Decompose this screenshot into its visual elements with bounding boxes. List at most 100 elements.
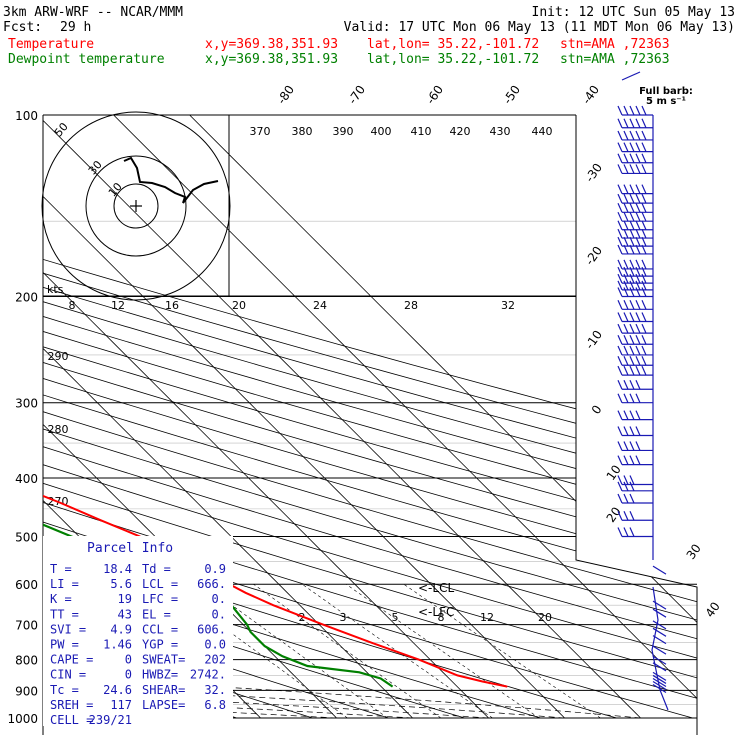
station-temp: stn=AMA ,72363 [560, 37, 670, 52]
parcel-info-rows: T = 18.4 Td = 0.9 LI = 5.6 LCL = 666. K = 19 LFC =… [50, 562, 226, 727]
wind-barb [617, 203, 653, 213]
latlon-temp: lat,lon= 35.22,-101.72 [367, 37, 539, 52]
valid-time: Valid: 17 UTC Mon 06 May 13 (11 MDT Mon … [344, 20, 735, 35]
lcl-marker: <-LCL [418, 581, 454, 595]
parcel-info-panel [43, 536, 233, 726]
wind-barb [652, 565, 667, 575]
svg-text:32.: 32. [204, 683, 226, 697]
low-level-barb-stem [651, 586, 669, 711]
wind-barb [617, 365, 653, 376]
xy-coords-dew: x,y=369.38,351.93 [205, 52, 338, 67]
wind-barb [652, 645, 667, 655]
wind-barb [617, 345, 653, 356]
mixing-ratio-label: 12 [480, 611, 494, 624]
wind-barb [617, 493, 653, 504]
temperature-profile [43, 115, 508, 688]
wind-barb [652, 627, 667, 637]
wind-barb [617, 475, 653, 486]
svg-text:SWEAT=: SWEAT= [142, 653, 185, 667]
wind-barb [617, 410, 653, 421]
dry-adiabat [43, 115, 697, 719]
svg-text:YGP =: YGP = [142, 638, 178, 652]
svg-text:Tc =: Tc = [50, 683, 79, 697]
wind-barb [617, 244, 653, 255]
hodo-speed-label: 24 [313, 299, 327, 312]
svg-text:CCL =: CCL = [142, 622, 178, 636]
mixing-ratio-label: 8 [438, 611, 445, 624]
svg-text:TT =: TT = [50, 607, 79, 621]
upper-isotherm-label: -70 [345, 83, 368, 107]
parcel-info-title: Parcel Info [87, 541, 173, 556]
wind-barb [617, 511, 653, 521]
theta-e-label: 390 [333, 125, 354, 138]
temperature-legend: Temperature [8, 37, 94, 52]
pressure-tick-label: 700 [15, 619, 38, 633]
isotherm [43, 115, 489, 719]
wind-barb [652, 671, 667, 681]
pressure-tick-label: 400 [15, 472, 38, 486]
svg-text:LI =: LI = [50, 577, 79, 591]
wind-barb [617, 455, 653, 466]
pressure-tick-label: 600 [15, 578, 38, 592]
hodo-speed-label: 28 [404, 299, 418, 312]
wind-barb [617, 164, 653, 175]
dry-adiabat [43, 115, 697, 719]
dewpoint-legend: Dewpoint temperature [8, 52, 165, 67]
pressure-tick-label: 300 [15, 397, 38, 411]
hodo-speed-label: 16 [165, 299, 179, 312]
dry-adiabat [43, 115, 697, 719]
hodograph-ring-label: 10 [106, 180, 125, 199]
isotherm [43, 115, 565, 719]
theta-e-label: 400 [371, 125, 392, 138]
wind-barb [652, 620, 667, 630]
svg-text:LCL =: LCL = [142, 577, 178, 591]
svg-text:6.8: 6.8 [204, 698, 226, 712]
svg-text:K =: K = [50, 592, 72, 606]
dry-adiabat [43, 115, 697, 719]
svg-text:PW =: PW = [50, 638, 79, 652]
svg-text:LAPSE=: LAPSE= [142, 698, 185, 712]
svg-text:0.9: 0.9 [204, 562, 226, 576]
svg-text:0: 0 [125, 653, 132, 667]
svg-text:1.46: 1.46 [103, 638, 132, 652]
isotherm-label: 10 [604, 462, 624, 483]
wind-barb [617, 142, 653, 153]
hodograph-trace [123, 156, 219, 204]
hodograph-units-label: kts [47, 283, 64, 296]
isotherm-label: 0 [589, 403, 605, 417]
pressure-tick-label: 200 [15, 291, 38, 305]
parcel-info-row: CELL =239/21 [50, 713, 132, 727]
svg-text:T =: T = [50, 562, 72, 576]
svg-text:5.6: 5.6 [110, 577, 132, 591]
wind-barb [617, 335, 653, 345]
wind-barb [652, 655, 667, 665]
station-dew: stn=AMA ,72363 [560, 52, 670, 67]
upper-isotherm-label: -50 [500, 83, 523, 107]
svg-text:LFC =: LFC = [142, 592, 178, 606]
hodograph-ring-label: 30 [86, 158, 105, 177]
xy-coords-temp: x,y=369.38,351.93 [205, 37, 338, 52]
svg-text:4.9: 4.9 [110, 622, 132, 636]
isotherm [43, 115, 641, 719]
dry-adiabat [43, 115, 465, 719]
wind-barb [617, 393, 653, 404]
theta-e-label: 430 [490, 125, 511, 138]
isotherm-label: 30 [684, 541, 704, 562]
barb-legend-value: 5 m s⁻¹ [646, 96, 686, 107]
svg-text:0.: 0. [212, 607, 226, 621]
barb-legend-title: Full barb: [639, 86, 693, 97]
theta-e-label: 410 [411, 125, 432, 138]
theta-label: 290 [48, 350, 69, 363]
init-time: Init: 12 UTC Sun 05 May 13 [532, 5, 736, 20]
isotherm-label: 20 [604, 504, 624, 525]
wind-barb [617, 153, 653, 164]
isotherm [113, 115, 697, 719]
pressure-tick-label: 1000 [7, 712, 38, 726]
isotherm-label: -20 [582, 244, 605, 268]
forecast-label: Fcst: [3, 20, 42, 35]
hodograph-ring-label: 50 [52, 120, 71, 139]
lfc-marker: <-LFC [418, 605, 454, 619]
hodograph-ring [113, 183, 159, 229]
